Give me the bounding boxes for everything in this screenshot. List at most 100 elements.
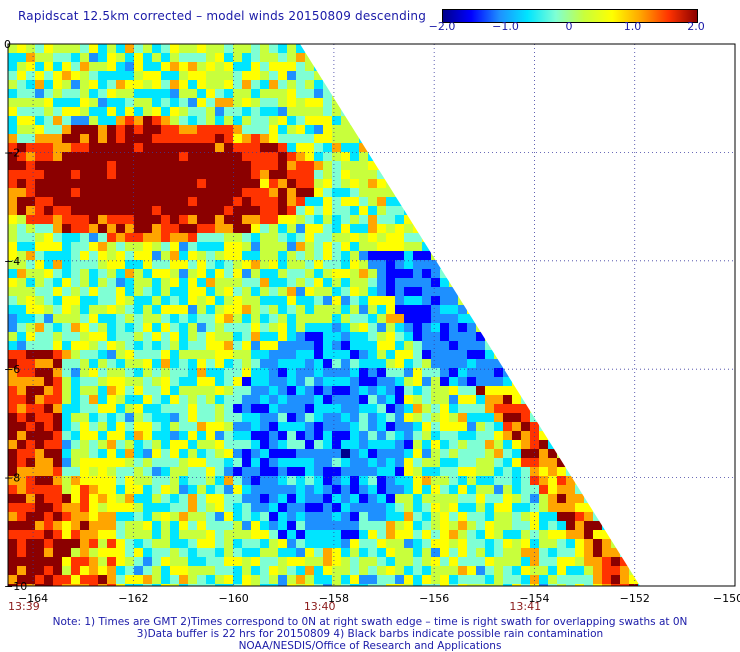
field-cell bbox=[269, 494, 278, 503]
field-cell bbox=[71, 467, 80, 476]
field-cell bbox=[143, 377, 152, 386]
field-cell bbox=[494, 395, 503, 404]
field-cell bbox=[440, 188, 449, 197]
field-cell bbox=[377, 530, 386, 539]
field-cell bbox=[314, 134, 323, 143]
field-cell bbox=[269, 278, 278, 287]
field-cell bbox=[170, 152, 179, 161]
field-cell bbox=[476, 116, 485, 125]
field-cell bbox=[620, 179, 629, 188]
field-cell bbox=[44, 80, 53, 89]
field-cell bbox=[629, 296, 638, 305]
field-cell bbox=[404, 197, 413, 206]
latitude-label: 0 bbox=[4, 38, 11, 51]
field-cell bbox=[449, 584, 458, 586]
field-cell bbox=[134, 548, 143, 557]
field-cell bbox=[575, 242, 584, 251]
field-cell bbox=[377, 332, 386, 341]
field-cell bbox=[566, 287, 575, 296]
field-cell bbox=[449, 62, 458, 71]
field-cell bbox=[467, 566, 476, 575]
field-cell bbox=[188, 125, 197, 134]
field-cell bbox=[251, 116, 260, 125]
field-cell bbox=[512, 107, 521, 116]
field-cell bbox=[512, 224, 521, 233]
field-cell bbox=[548, 584, 557, 586]
field-cell bbox=[620, 449, 629, 458]
field-cell bbox=[584, 395, 593, 404]
field-cell bbox=[134, 422, 143, 431]
field-cell bbox=[440, 215, 449, 224]
field-cell bbox=[134, 80, 143, 89]
field-cell bbox=[602, 170, 611, 179]
field-cell bbox=[503, 323, 512, 332]
field-cell bbox=[458, 287, 467, 296]
field-cell bbox=[188, 449, 197, 458]
field-cell bbox=[80, 404, 89, 413]
field-cell bbox=[566, 512, 575, 521]
field-cell bbox=[368, 422, 377, 431]
field-cell bbox=[431, 404, 440, 413]
field-cell bbox=[224, 269, 233, 278]
field-cell bbox=[377, 62, 386, 71]
field-cell bbox=[521, 89, 530, 98]
field-cell bbox=[233, 368, 242, 377]
field-cell bbox=[377, 80, 386, 89]
field-cell bbox=[179, 422, 188, 431]
field-cell bbox=[341, 332, 350, 341]
field-cell bbox=[476, 179, 485, 188]
field-cell bbox=[512, 557, 521, 566]
field-cell bbox=[62, 197, 71, 206]
field-cell bbox=[539, 494, 548, 503]
field-cell bbox=[602, 161, 611, 170]
field-cell bbox=[512, 179, 521, 188]
field-cell bbox=[170, 557, 179, 566]
field-cell bbox=[323, 269, 332, 278]
field-cell bbox=[368, 278, 377, 287]
field-cell bbox=[575, 575, 584, 584]
field-cell bbox=[71, 323, 80, 332]
field-cell bbox=[386, 368, 395, 377]
field-cell bbox=[134, 503, 143, 512]
field-cell bbox=[638, 296, 640, 305]
field-cell bbox=[314, 359, 323, 368]
field-cell bbox=[575, 215, 584, 224]
field-cell bbox=[368, 215, 377, 224]
field-cell bbox=[332, 341, 341, 350]
field-cell bbox=[143, 341, 152, 350]
field-cell bbox=[431, 188, 440, 197]
field-cell bbox=[350, 458, 359, 467]
field-cell bbox=[368, 143, 377, 152]
field-cell bbox=[80, 260, 89, 269]
field-cell bbox=[80, 233, 89, 242]
field-cell bbox=[584, 512, 593, 521]
field-cell bbox=[404, 341, 413, 350]
field-cell bbox=[440, 278, 449, 287]
field-cell bbox=[260, 197, 269, 206]
field-cell bbox=[593, 224, 602, 233]
field-cell bbox=[512, 251, 521, 260]
field-cell bbox=[170, 503, 179, 512]
field-cell bbox=[350, 71, 359, 80]
field-cell bbox=[422, 233, 431, 242]
field-cell bbox=[98, 377, 107, 386]
field-cell bbox=[242, 530, 251, 539]
field-cell bbox=[539, 197, 548, 206]
field-cell bbox=[602, 476, 611, 485]
field-cell bbox=[35, 287, 44, 296]
field-cell bbox=[620, 206, 629, 215]
field-cell bbox=[359, 575, 368, 584]
field-cell bbox=[575, 224, 584, 233]
field-cell bbox=[53, 152, 62, 161]
field-cell bbox=[611, 332, 620, 341]
field-cell bbox=[503, 332, 512, 341]
field-cell bbox=[503, 62, 512, 71]
field-cell bbox=[485, 575, 494, 584]
field-cell bbox=[44, 512, 53, 521]
field-cell bbox=[629, 107, 638, 116]
field-cell bbox=[449, 269, 458, 278]
field-cell bbox=[143, 566, 152, 575]
field-cell bbox=[458, 377, 467, 386]
field-cell bbox=[476, 575, 485, 584]
field-cell bbox=[638, 125, 640, 134]
